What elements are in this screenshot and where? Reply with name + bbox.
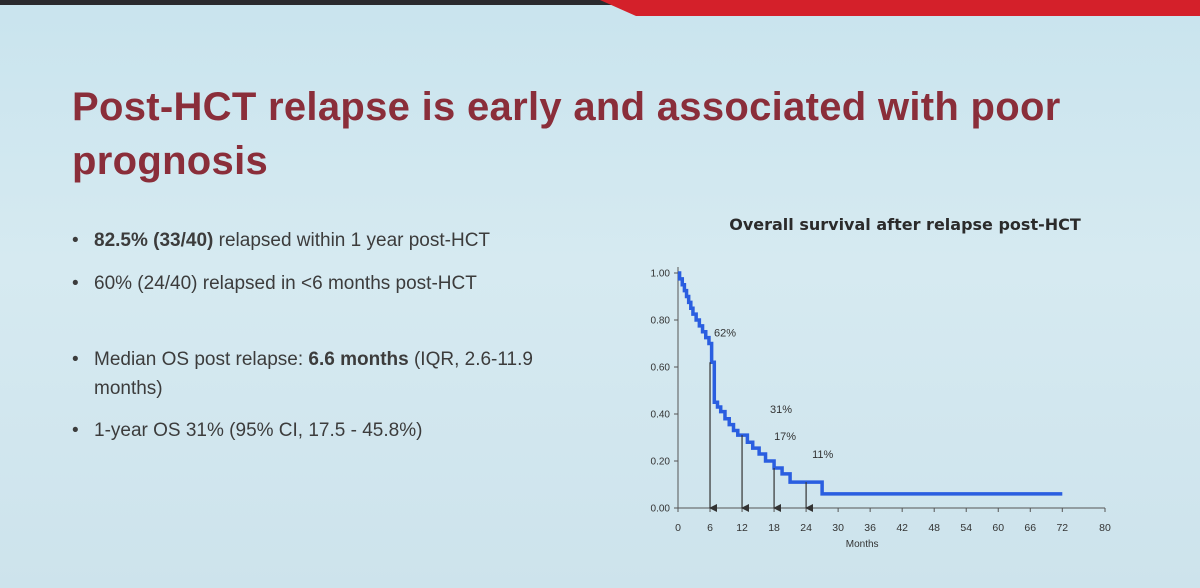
- x-tick-label: 12: [736, 522, 748, 534]
- x-tick-label: 66: [1024, 522, 1036, 534]
- annotation-label: 17%: [774, 431, 796, 443]
- top-dark-bar: [0, 0, 1200, 5]
- x-tick-label: 72: [1056, 522, 1068, 534]
- x-tick-label: 80: [1099, 522, 1111, 534]
- chart-svg: 0.00 0.20 0.40 0.60 0.80 1.00 0 6 12 18 24 30 36 42 48…: [651, 267, 1111, 550]
- slide-title: Post-HCT relapse is early and associated…: [72, 85, 1061, 183]
- x-tick-label: 48: [928, 522, 940, 534]
- bullet-median-os-bold: 6.6 months: [308, 349, 409, 370]
- y-tick-label: 0.60: [651, 363, 671, 374]
- x-axis-label: Months: [846, 539, 879, 550]
- x-tick-label: 24: [800, 522, 812, 534]
- y-tick-label: 0.80: [651, 316, 671, 327]
- survival-chart: Overall survival after relapse post-HCT …: [620, 205, 1140, 565]
- x-tick-label: 0: [675, 522, 681, 534]
- bullet-median-os-rest: (IQR, 2.6-11.9 months): [94, 349, 533, 399]
- top-red-accent: [600, 0, 1200, 16]
- y-tick-label: 1.00: [651, 269, 671, 280]
- bullet-list: 82.5% (33/40) relapsed within 1 year pos…: [70, 226, 590, 445]
- annotation-label: 11%: [812, 449, 833, 461]
- bullet-relapse-1yr: 82.5% (33/40) relapsed within 1 year pos…: [70, 226, 590, 255]
- x-tick-label: 30: [832, 522, 844, 534]
- annotation-label: 62%: [714, 327, 736, 339]
- y-tick-label: 0.20: [651, 457, 671, 468]
- y-tick-label: 0.00: [651, 504, 671, 515]
- bullet-relapse-6mo-text: 60% (24/40) relapsed in <6 months post-H…: [94, 273, 477, 294]
- x-tick-label: 18: [768, 522, 780, 534]
- x-tick-label: 54: [960, 522, 972, 534]
- x-tick-label: 42: [896, 522, 908, 534]
- bullet-relapse-1yr-bold: 82.5% (33/40): [94, 230, 214, 251]
- annotation-label: 31%: [770, 404, 792, 416]
- chart-title: Overall survival after relapse post-HCT: [729, 215, 1081, 234]
- bullet-1yr-os: 1-year OS 31% (95% CI, 17.5 - 45.8%): [70, 416, 590, 445]
- bullet-1yr-os-text: 1-year OS 31% (95% CI, 17.5 - 45.8%): [94, 420, 423, 441]
- x-tick-label: 60: [992, 522, 1004, 534]
- y-tick-label: 0.40: [651, 410, 671, 421]
- bullet-median-os-pre: Median OS post relapse:: [94, 349, 309, 370]
- bullet-median-os: Median OS post relapse: 6.6 months (IQR,…: [70, 345, 590, 403]
- survival-curve: [677, 271, 1063, 496]
- bullet-relapse-6mo: 60% (24/40) relapsed in <6 months post-H…: [70, 269, 590, 298]
- x-tick-label: 36: [864, 522, 876, 534]
- bullet-relapse-1yr-text: relapsed within 1 year post-HCT: [213, 230, 491, 251]
- x-tick-label: 6: [707, 522, 713, 534]
